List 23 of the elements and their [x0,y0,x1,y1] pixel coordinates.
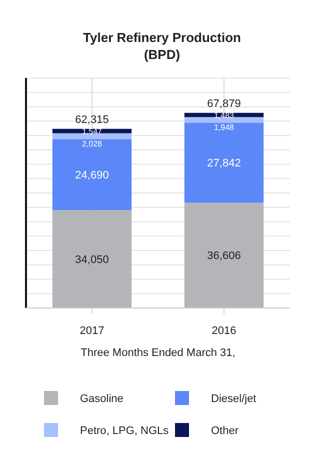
bar [184,122,264,203]
data-label: 1,948 [214,123,235,132]
chart-subtitle: (BPD) [144,47,180,62]
data-label: 34,050 [75,254,109,266]
legend-label: Diesel/jet [211,392,256,405]
bar [52,210,132,308]
x-axis-title: Three Months Ended March 31, [80,347,236,359]
legend-label: Gasoline [80,392,124,405]
data-label: 2,028 [82,139,103,148]
data-label: 36,606 [207,250,241,262]
x-tick-label: 2017 [80,325,104,337]
total-label: 67,879 [207,98,241,110]
chart-title: Tyler Refinery Production [83,30,242,45]
total-label: 62,315 [75,114,109,126]
bar [184,202,264,308]
data-label: 27,842 [207,158,241,170]
data-label: 24,690 [75,169,109,182]
bar [184,117,264,123]
legend-label: Petro, LPG, NGLs [80,424,170,437]
bar [52,139,132,210]
legend-label: Other [211,424,239,437]
bar [52,133,132,140]
x-tick-label: 2016 [212,325,236,337]
